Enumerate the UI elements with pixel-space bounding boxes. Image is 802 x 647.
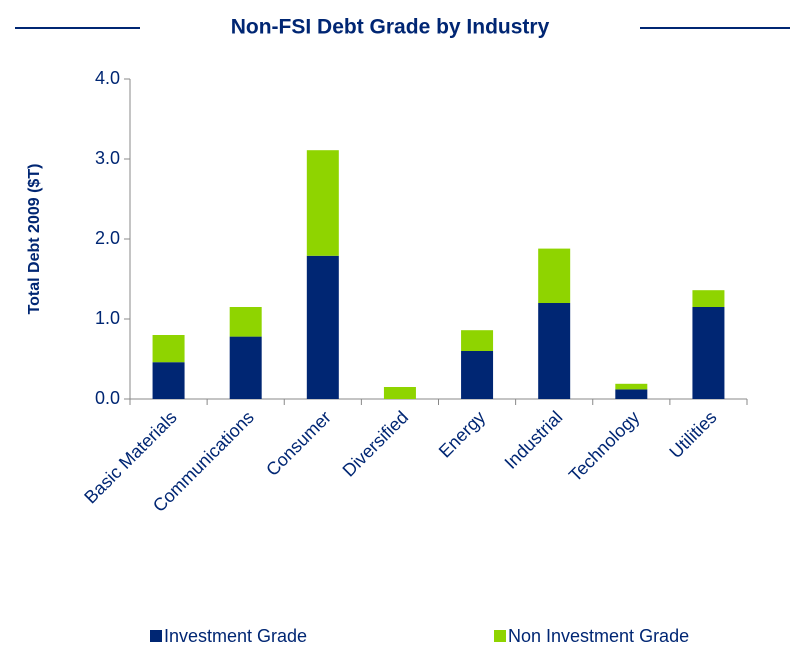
bar-segment xyxy=(229,336,262,399)
y-tick-label: 1.0 xyxy=(95,308,120,328)
bar-segment xyxy=(615,389,648,399)
y-tick-label: 2.0 xyxy=(95,228,120,248)
bar-segment xyxy=(461,351,494,399)
chart-title: Non-FSI Debt Grade by Industry xyxy=(231,16,550,39)
bar-segment xyxy=(306,150,339,256)
x-tick-label: Industrial xyxy=(501,407,567,473)
bar-segment xyxy=(692,307,725,399)
y-axis-label: Total Debt 2009 ($T) xyxy=(26,164,43,315)
bar-segment xyxy=(461,330,494,351)
bar-segment xyxy=(229,307,262,337)
bar-segment xyxy=(615,383,648,390)
legend-swatch xyxy=(150,630,162,642)
legend-swatch xyxy=(494,630,506,642)
bar-segment xyxy=(152,362,185,399)
y-tick-label: 3.0 xyxy=(95,148,120,168)
y-tick-label: 0.0 xyxy=(95,388,120,408)
bar-segment xyxy=(383,387,416,399)
x-tick-label: Consumer xyxy=(262,407,335,480)
x-tick-label: Energy xyxy=(435,407,489,461)
bar-segment xyxy=(692,290,725,307)
x-tick-label: Diversified xyxy=(339,407,413,481)
bar-segment xyxy=(538,303,571,399)
x-tick-label: Utilities xyxy=(665,407,720,462)
bar-segment xyxy=(538,248,571,303)
x-tick-label: Technology xyxy=(565,407,644,486)
bar-segment xyxy=(306,255,339,399)
bar-segment xyxy=(152,335,185,363)
legend-label: Investment Grade xyxy=(164,626,307,646)
y-tick-label: 4.0 xyxy=(95,68,120,88)
legend-label: Non Investment Grade xyxy=(508,626,689,646)
